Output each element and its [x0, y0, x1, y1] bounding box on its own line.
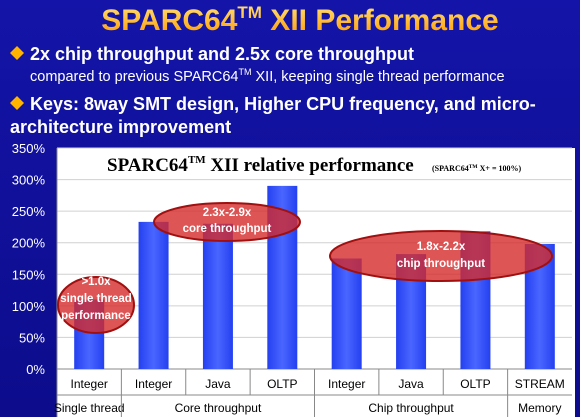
x-tick-label: OLTP [460, 377, 490, 391]
x-tick-label: Integer [328, 377, 365, 391]
y-tick-label: 50% [19, 330, 45, 345]
y-tick-label: 350% [12, 141, 46, 156]
bullet-text: architecture improvement [10, 117, 231, 137]
annotation-text: core throughput [183, 223, 272, 235]
annotation-text: >1.0x [81, 276, 111, 288]
bar [138, 221, 169, 369]
chart-subtitle: (SPARC64TM X+ = 100%) [432, 164, 522, 173]
y-tick-label: 250% [12, 204, 46, 219]
annotation-text: 2.3x-2.9x [203, 207, 252, 219]
bar [331, 258, 362, 369]
annotation-text: single thread [60, 293, 132, 305]
bullet-text: 2x chip throughput and 2.5x core through… [30, 44, 414, 64]
group-label: Single thread [54, 401, 125, 415]
bar [202, 223, 233, 369]
y-tick-label: 150% [12, 267, 46, 282]
annotation-ellipse [329, 230, 553, 282]
x-tick-label: STREAM [515, 377, 565, 391]
annotation-text: performance [61, 310, 131, 322]
y-tick-label: 0% [26, 362, 45, 377]
chart: 0% 50% 100% 150% 200% 250% 300% 350% Integer Sing… [12, 141, 572, 417]
bullet-text: Keys: 8way SMT design, Higher CPU freque… [30, 94, 536, 114]
annotation-text: 1.8x-2.2x [417, 241, 466, 253]
bullet-icon [10, 46, 24, 60]
x-tick-label: Java [205, 377, 231, 391]
y-tick-label: 100% [12, 299, 46, 314]
annotation-ellipse [57, 276, 135, 334]
annotation-ellipse [153, 202, 301, 242]
bullet-icon [10, 96, 24, 110]
annotation-text: chip throughput [397, 258, 485, 270]
x-tick-label: Integer [135, 377, 172, 391]
x-tick-label: Java [398, 377, 424, 391]
chart-title: SPARC64TM XII relative performance [107, 154, 414, 176]
bullet-subtext: compared to previous SPARC64TM XII, keep… [30, 67, 505, 85]
slide-title: SPARC64TM XII Performance [101, 3, 498, 37]
y-tick-label: 200% [12, 236, 46, 251]
x-tick-label: Integer [71, 377, 108, 391]
group-label: Chip throughput [368, 401, 454, 415]
x-tick-label: OLTP [267, 377, 297, 391]
group-label: Memory [518, 401, 561, 415]
group-label: Core throughput [175, 401, 262, 415]
y-tick-label: 300% [12, 173, 46, 188]
